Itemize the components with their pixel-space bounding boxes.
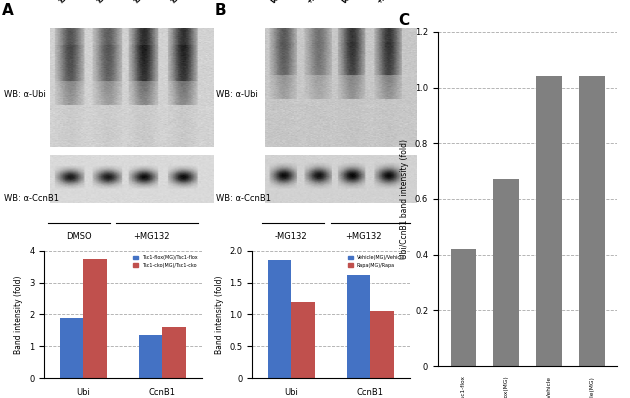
Bar — [450, 249, 476, 366]
Y-axis label: Band intensity (fold): Band intensity (fold) — [14, 275, 23, 354]
Text: Tsc1-flox: Tsc1-flox — [133, 0, 162, 5]
Bar — [579, 76, 605, 366]
Text: Vehicle: Vehicle — [341, 0, 365, 5]
Text: WB: α-CcnB1: WB: α-CcnB1 — [4, 194, 59, 203]
Bar — [346, 275, 370, 378]
Bar — [60, 318, 83, 378]
Bar — [493, 179, 519, 366]
Text: Vehicle: Vehicle — [270, 0, 294, 5]
Bar — [139, 335, 163, 378]
Text: DMSO: DMSO — [66, 232, 92, 241]
Bar — [370, 311, 394, 378]
Y-axis label: Band intensity (fold): Band intensity (fold) — [215, 275, 224, 354]
Text: +MG132: +MG132 — [134, 232, 170, 241]
Bar — [291, 302, 315, 378]
Text: +MG132: +MG132 — [346, 232, 382, 241]
Text: WB: α-Ubi: WB: α-Ubi — [4, 90, 46, 99]
Bar — [83, 259, 107, 378]
Text: +Rapa: +Rapa — [376, 0, 399, 5]
Text: Tsc1-flox: Tsc1-flox — [58, 0, 87, 5]
Y-axis label: Ubi/CcnB1 band intensity (fold): Ubi/CcnB1 band intensity (fold) — [400, 139, 410, 259]
Text: C: C — [398, 14, 410, 29]
Bar — [268, 260, 291, 378]
Text: +Rapa: +Rapa — [306, 0, 328, 5]
Text: A: A — [2, 2, 14, 18]
Text: WB: α-CcnB1: WB: α-CcnB1 — [216, 194, 272, 203]
Text: B: B — [214, 2, 226, 18]
Text: WB: α-Ubi: WB: α-Ubi — [216, 90, 258, 99]
Bar — [536, 76, 562, 366]
Text: Tsc1-cko: Tsc1-cko — [171, 0, 198, 5]
Text: Tsc1-cko: Tsc1-cko — [96, 0, 123, 5]
Bar — [163, 326, 186, 378]
Legend: Tsc1-flox(MG)/Tsc1-flox, Tsc1-cko(MG)/Tsc1-cko: Tsc1-flox(MG)/Tsc1-flox, Tsc1-cko(MG)/Ts… — [131, 253, 199, 269]
Legend: Vehicle(MG)/Vehicle, Rapa(MG)/Rapa: Vehicle(MG)/Vehicle, Rapa(MG)/Rapa — [346, 253, 407, 269]
Text: -MG132: -MG132 — [275, 232, 307, 241]
